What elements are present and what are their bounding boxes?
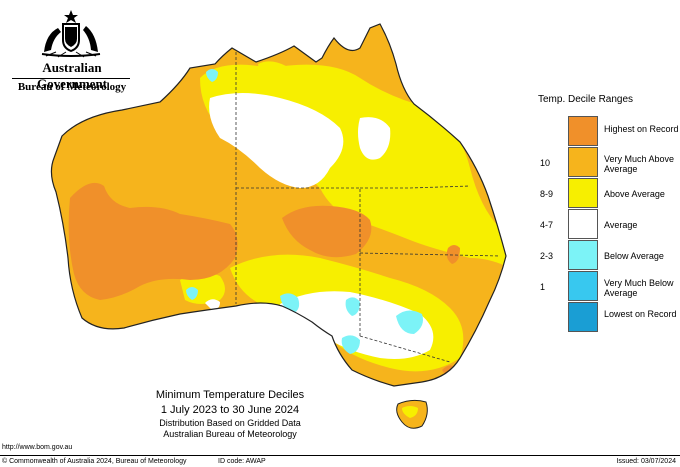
issued-date-text: Issued: 03/07/2024 [616,458,676,465]
id-code-text: ID code: AWAP [218,458,266,465]
legend-range-average: 4-7 [540,220,554,230]
legend-range-very-much-below: 1 [540,282,546,292]
legend-range-below: 2-3 [540,251,554,261]
legend-label-highest: Highest on Record [604,124,679,134]
coat-of-arms-logo [41,10,101,58]
government-title: Australian Government [36,60,108,91]
legend-swatch-above [568,178,598,208]
legend-swatch-average [568,209,598,239]
bom-url-link[interactable]: http://www.bom.gov.au [2,444,73,451]
legend-label-very-much-above: Very Much Above Average [604,154,675,174]
legend-swatch-lowest [568,302,598,332]
legend-label-very-much-below: Very Much Below Average [604,278,674,298]
map-caption: Minimum Temperature Deciles 1 July 2023 … [120,388,340,440]
header-divider [12,78,130,79]
australia-decile-map [50,23,507,429]
legend-label-above: Above Average [604,189,665,199]
caption-agency: Australian Bureau of Meteorology [163,429,297,439]
caption-basis: Distribution Based on Gridded Data [159,418,301,428]
legend-swatch-very-much-above [568,147,598,177]
bureau-title: Bureau of Meteorology [17,81,127,93]
legend-range-very-much-above: 10 [540,158,551,168]
decile-legend: Temp. Decile Ranges Highest on Record 10… [530,92,680,352]
legend-range-above: 8-9 [540,189,554,199]
legend-swatch-highest [568,116,598,146]
legend-label-lowest: Lowest on Record [604,309,677,319]
legend-label-below: Below Average [604,251,664,261]
legend-title: Temp. Decile Ranges [538,94,634,105]
legend-label-average: Average [604,220,638,230]
footer-divider [0,455,680,456]
legend-swatch-very-much-below [568,271,598,301]
caption-title: Minimum Temperature Deciles [155,389,305,401]
legend-swatch-below [568,240,598,270]
caption-period: 1 July 2023 to 30 June 2024 [160,404,300,416]
copyright-text: © Commonwealth of Australia 2024, Bureau… [2,458,187,465]
